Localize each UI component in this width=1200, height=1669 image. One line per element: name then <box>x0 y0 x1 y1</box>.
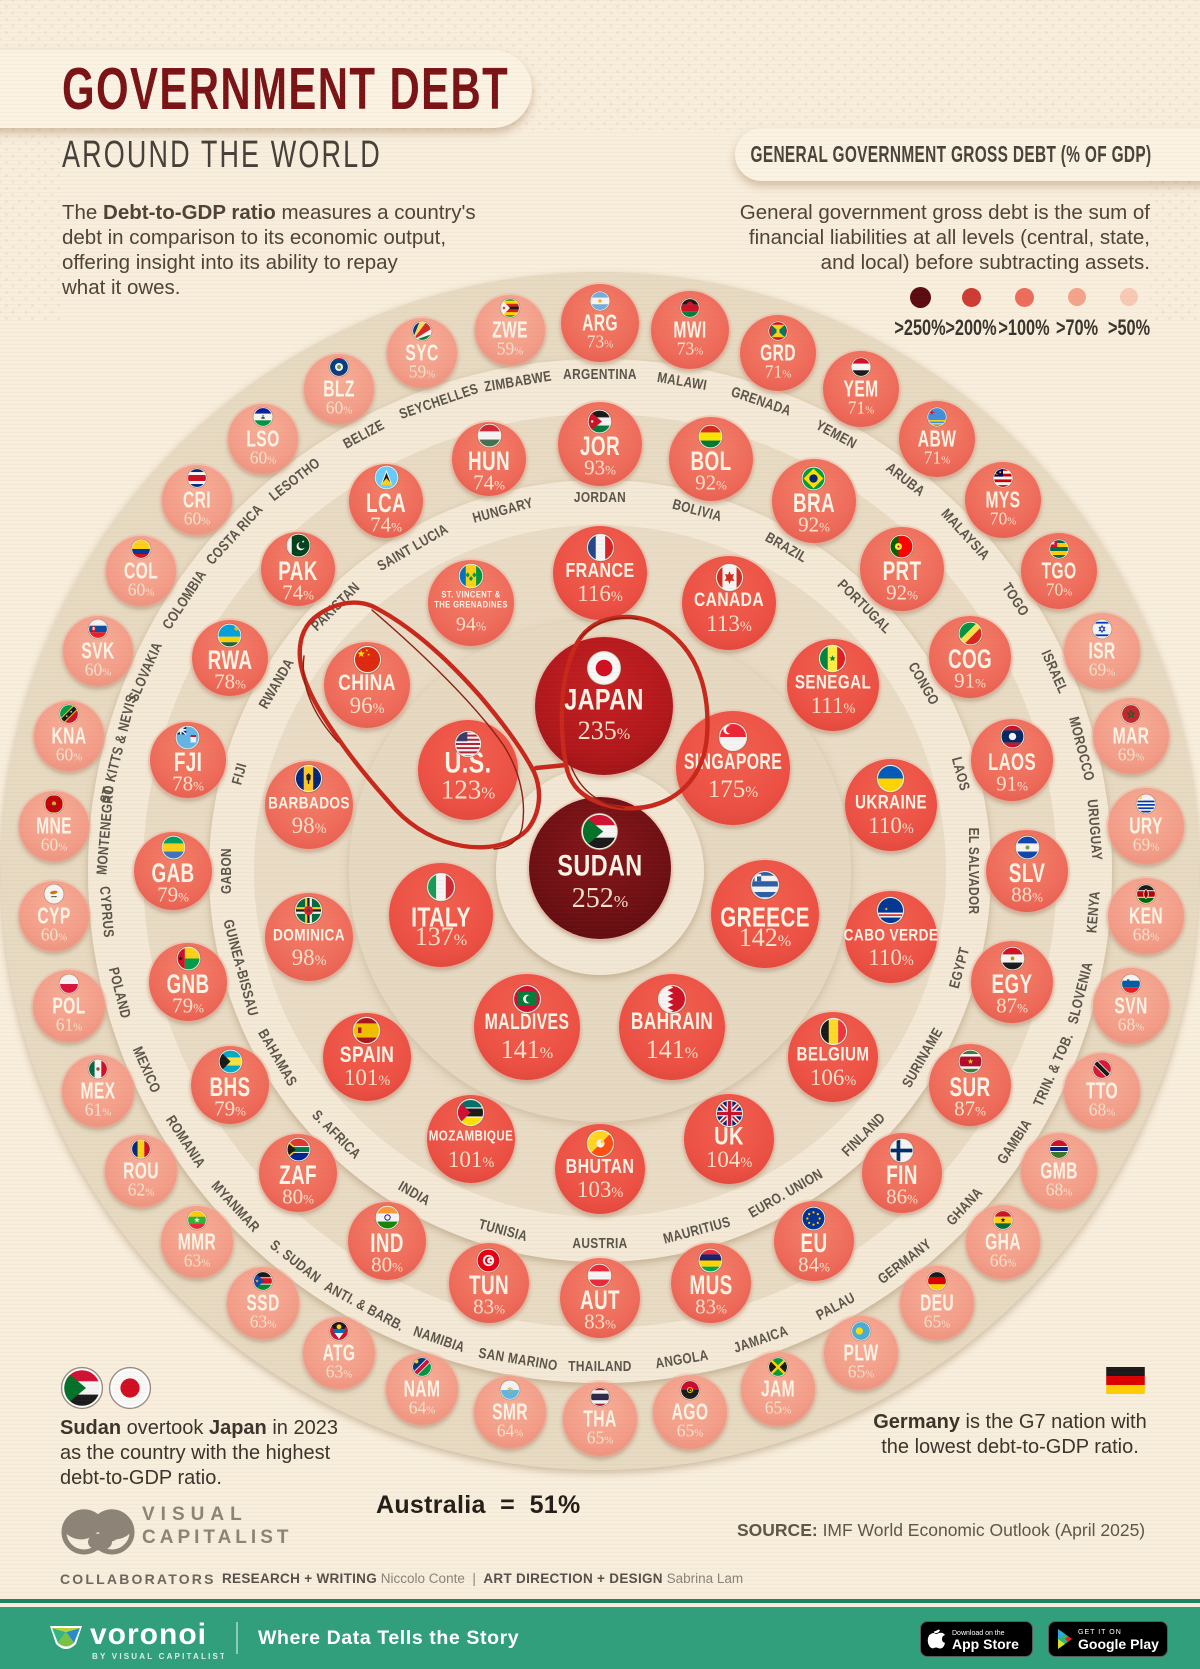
svg-text:BY VISUAL CAPITALIST: BY VISUAL CAPITALIST <box>92 1652 224 1661</box>
svg-text:CAPITALIST: CAPITALIST <box>142 1527 292 1548</box>
svg-text:GET IT ON: GET IT ON <box>1078 1629 1122 1636</box>
svg-text:Download on the: Download on the <box>952 1630 1005 1637</box>
svg-text:voronoi: voronoi <box>90 1618 207 1651</box>
svg-text:App Store: App Store <box>952 1636 1019 1652</box>
svg-text:VISUAL: VISUAL <box>142 1504 248 1525</box>
svg-text:Google Play: Google Play <box>1078 1636 1159 1652</box>
